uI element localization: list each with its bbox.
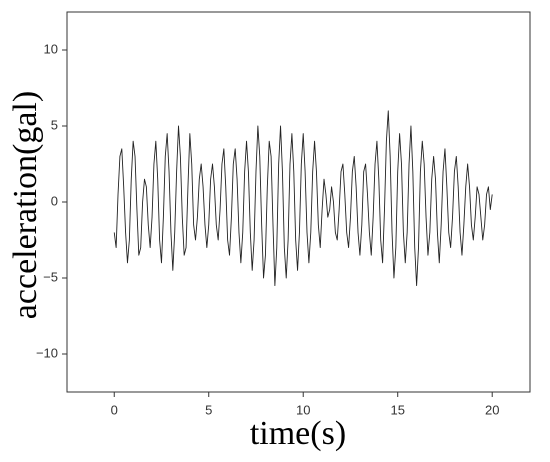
y-axis-label: acceleration(gal) <box>7 91 44 319</box>
x-tick-label: 15 <box>390 402 404 417</box>
y-tick-label: 10 <box>44 41 58 56</box>
x-tick-label: 0 <box>111 402 118 417</box>
y-tick-label: 0 <box>51 193 58 208</box>
y-tick-label: −5 <box>43 269 58 284</box>
x-axis-label: time(s) <box>250 415 346 452</box>
data-line <box>113 110 493 287</box>
y-tick-label: −10 <box>36 345 58 360</box>
y-tick-label: 5 <box>51 117 58 132</box>
x-tick-label: 20 <box>485 402 499 417</box>
x-tick-label: 10 <box>296 402 310 417</box>
x-tick-label: 5 <box>205 402 212 417</box>
